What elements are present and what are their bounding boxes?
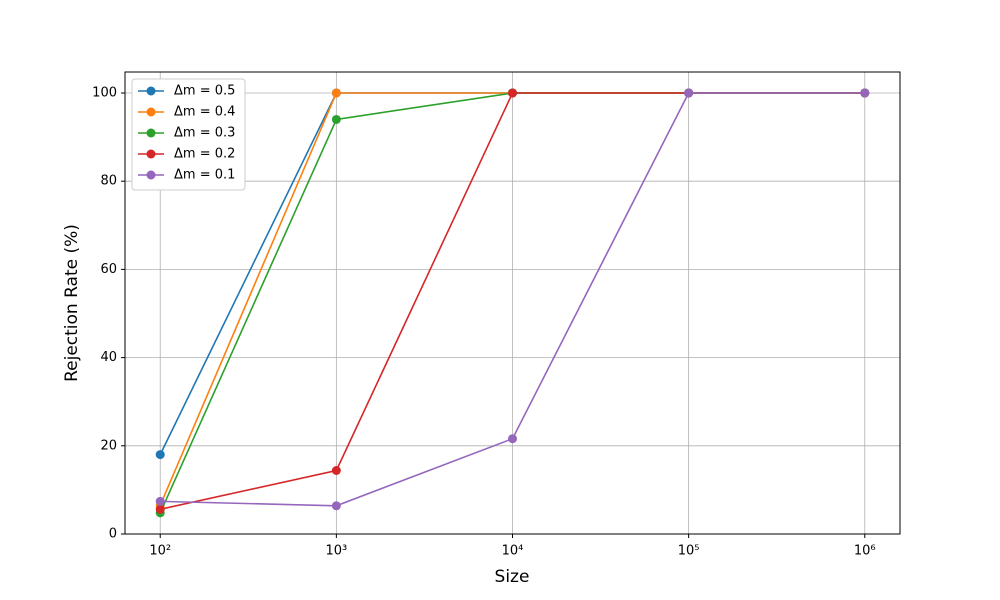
data-point bbox=[155, 496, 165, 506]
y-tick-label: 60 bbox=[100, 262, 117, 277]
y-tick-label: 100 bbox=[92, 85, 117, 100]
legend-marker bbox=[146, 86, 156, 96]
legend-marker bbox=[146, 170, 156, 180]
x-tick-label: 10⁴ bbox=[502, 544, 524, 559]
data-point bbox=[507, 88, 517, 98]
legend-label: Δm = 0.2 bbox=[174, 147, 235, 162]
x-axis-label: Size bbox=[495, 567, 530, 587]
legend-label: Δm = 0.4 bbox=[174, 105, 235, 120]
plot-frame bbox=[124, 71, 901, 535]
y-tick-label: 40 bbox=[100, 350, 117, 365]
data-point bbox=[507, 434, 517, 444]
legend-label: Δm = 0.3 bbox=[174, 126, 235, 141]
data-point bbox=[684, 88, 694, 98]
x-tick-label: 10⁶ bbox=[854, 544, 876, 559]
x-tick-label: 10³ bbox=[325, 544, 347, 559]
legend-box bbox=[131, 78, 246, 191]
data-point bbox=[155, 450, 165, 460]
data-point bbox=[155, 504, 165, 514]
legend-marker bbox=[146, 128, 156, 138]
legend-label: Δm = 0.1 bbox=[174, 168, 235, 183]
legend-marker bbox=[146, 149, 156, 159]
data-point bbox=[331, 114, 341, 124]
y-tick-label: 20 bbox=[100, 438, 117, 453]
y-axis-label: Rejection Rate (%) bbox=[62, 224, 82, 382]
x-tick-label: 10² bbox=[149, 544, 171, 559]
data-point bbox=[331, 501, 341, 511]
x-tick-label: 10⁵ bbox=[678, 544, 700, 559]
data-point bbox=[331, 465, 341, 475]
data-point bbox=[331, 88, 341, 98]
data-point bbox=[860, 88, 870, 98]
y-tick-label: 0 bbox=[109, 527, 117, 542]
legend-marker bbox=[146, 107, 156, 117]
legend-label: Δm = 0.5 bbox=[174, 84, 235, 99]
y-tick-label: 80 bbox=[100, 174, 117, 189]
